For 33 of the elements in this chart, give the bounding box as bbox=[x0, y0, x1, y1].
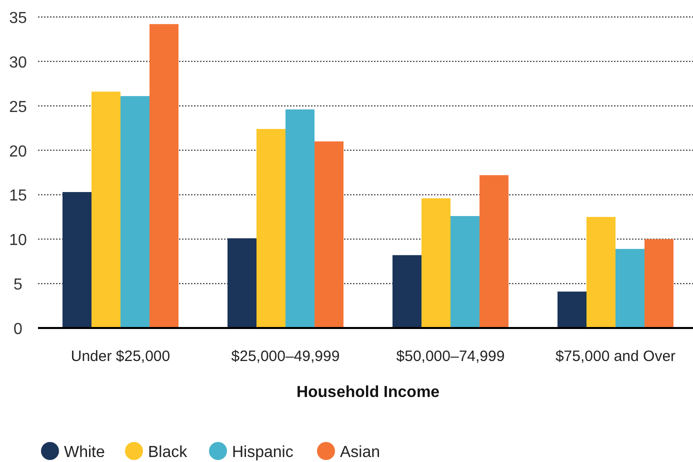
y-tick-label: 30 bbox=[9, 54, 27, 72]
y-tick-label: 0 bbox=[14, 321, 23, 338]
bar bbox=[586, 216, 616, 328]
bar bbox=[150, 24, 178, 328]
bar bbox=[286, 109, 314, 328]
bar bbox=[228, 238, 256, 328]
bar bbox=[480, 175, 508, 328]
bar bbox=[62, 192, 92, 328]
bar bbox=[92, 92, 120, 328]
legend-label: Black bbox=[148, 444, 188, 461]
bar bbox=[422, 198, 450, 328]
x-tick-label: $50,000–74,999 bbox=[396, 348, 505, 365]
bar bbox=[558, 292, 586, 328]
bar bbox=[314, 141, 344, 328]
x-tick-label: $25,000–49,999 bbox=[231, 348, 340, 365]
x-tick-label: $75,000 and Over bbox=[555, 348, 676, 365]
x-axis-title: Household Income bbox=[296, 384, 440, 401]
y-tick-label: 35 bbox=[9, 10, 27, 27]
y-tick-label: 15 bbox=[9, 188, 27, 205]
x-tick-label: Under $25,000 bbox=[70, 348, 170, 365]
bar bbox=[256, 128, 286, 328]
bar bbox=[616, 248, 644, 328]
bar bbox=[392, 255, 422, 328]
legend-label: Hispanic bbox=[232, 444, 294, 461]
y-tick-label: 5 bbox=[14, 276, 23, 294]
y-tick-label: 10 bbox=[9, 232, 27, 250]
bar bbox=[120, 96, 150, 328]
y-tick-label: 20 bbox=[9, 143, 27, 160]
y-tick-label: 25 bbox=[9, 98, 27, 116]
legend-label: Asian bbox=[340, 444, 380, 461]
legend-label: White bbox=[64, 444, 105, 461]
bar bbox=[644, 239, 674, 328]
bar bbox=[450, 216, 480, 328]
